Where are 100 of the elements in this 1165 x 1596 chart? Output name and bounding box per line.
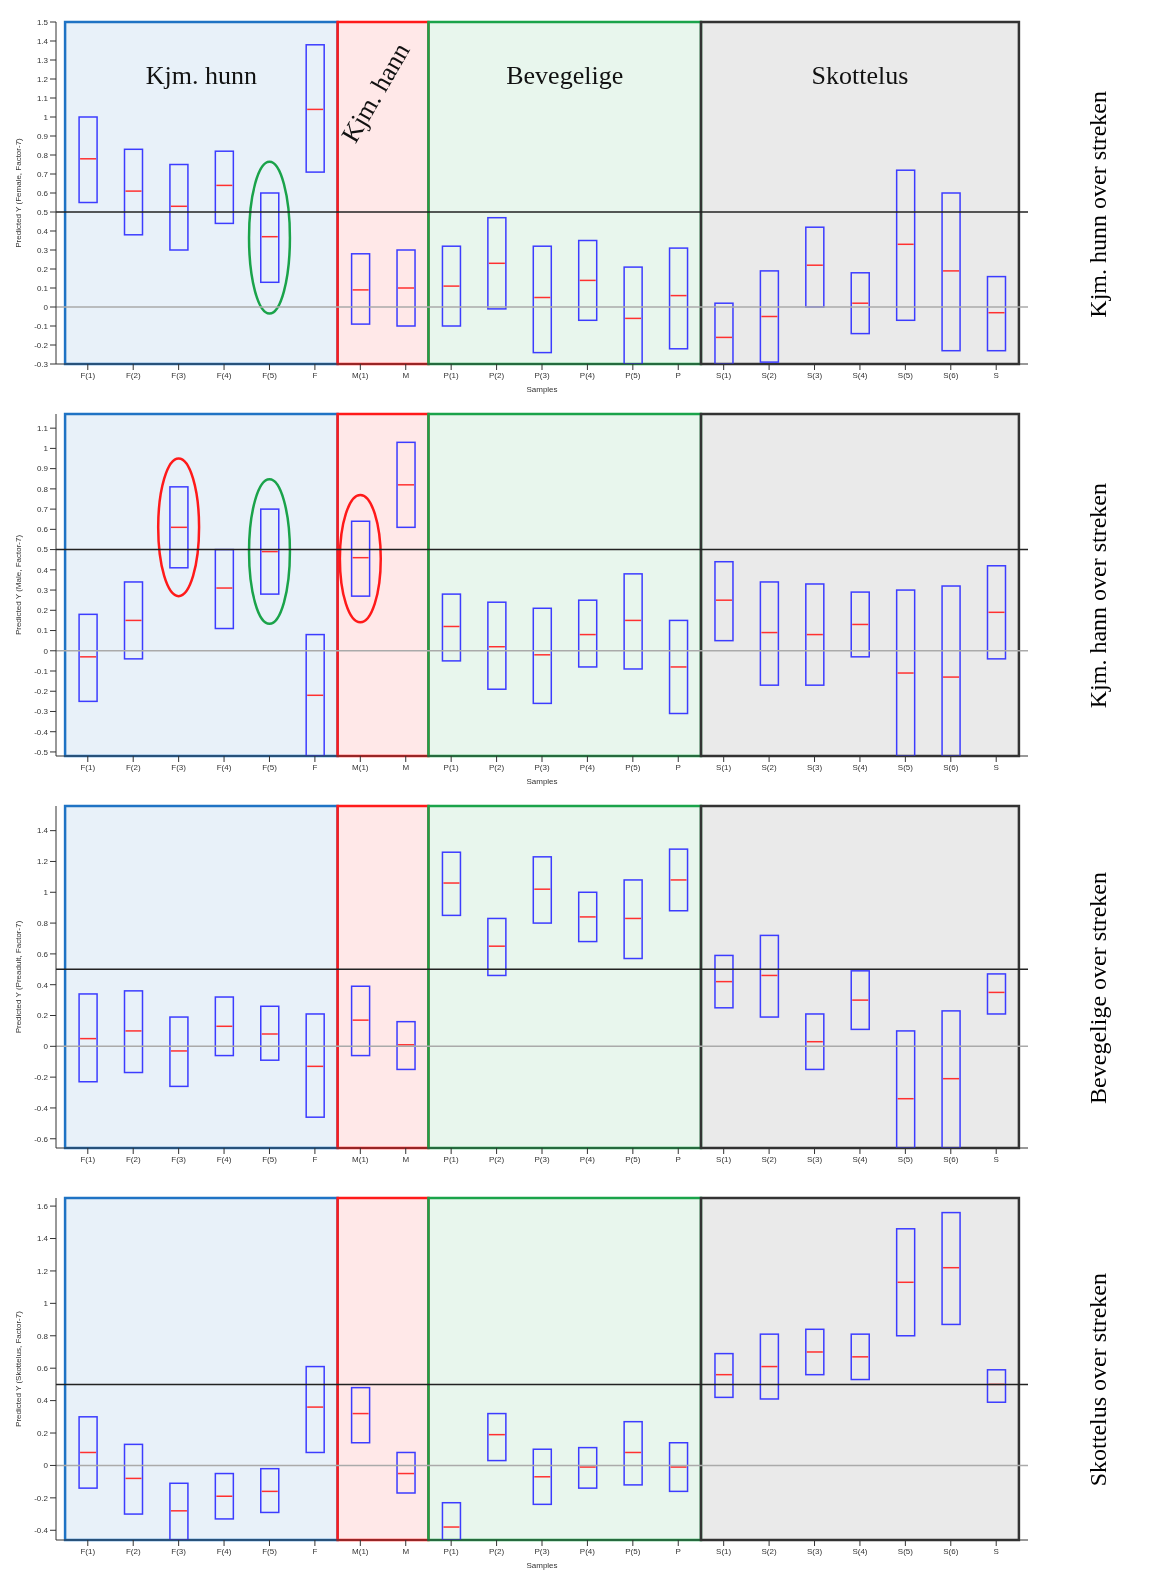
x-tick-label: P: [675, 762, 681, 772]
x-tick-label: F(5): [262, 370, 278, 380]
x-tick-label: F(2): [125, 762, 141, 772]
y-axis-title: Predicted Y (Preadult, Factor-7): [13, 920, 23, 1034]
y-tick-label: 1.3: [36, 55, 49, 65]
y-tick-label: 1: [43, 1299, 49, 1309]
x-tick-label: P(3): [534, 1546, 550, 1556]
y-tick-label: 0.1: [36, 283, 49, 293]
y-tick-label: 0.3: [36, 585, 49, 595]
x-tick-label: S(1): [716, 370, 732, 380]
x-tick-label: S: [993, 1154, 999, 1164]
x-tick-label: M: [402, 1546, 410, 1556]
x-tick-label: P(1): [443, 762, 460, 772]
y-tick-label: 1.2: [36, 857, 49, 867]
x-tick-label: S(3): [806, 370, 823, 380]
text: Kjm. hann over streken: [1084, 483, 1112, 709]
y-tick-label: 1.1: [36, 424, 49, 434]
band-label: Kjm. hunn: [145, 61, 257, 90]
y-tick-label: 1: [43, 112, 49, 122]
x-tick-label: S(3): [806, 762, 823, 772]
x-tick-label: F(3): [171, 1546, 187, 1556]
x-tick-label: S(2): [761, 762, 777, 772]
y-tick-label: -0.3: [34, 707, 49, 717]
y-tick-label: 0.3: [36, 245, 49, 255]
y-tick-label: 0.9: [36, 464, 49, 474]
x-tick-label: F: [312, 1154, 318, 1164]
x-tick-label: S(4): [852, 1154, 868, 1164]
y-tick-label: -0.3: [34, 359, 49, 369]
y-tick-label: 1: [43, 444, 49, 454]
y-tick-label: 1.4: [36, 826, 49, 836]
x-tick-label: F(1): [80, 370, 96, 380]
y-tick-label: -0.5: [34, 747, 49, 757]
y-tick-label: 0.7: [36, 504, 49, 514]
x-tick-label: S(4): [852, 762, 868, 772]
y-tick-label: 1.5: [36, 17, 49, 27]
y-axis-title: Predicted Y (Male, Factor-7): [13, 534, 23, 636]
x-tick-label: S(6): [943, 370, 959, 380]
y-tick-label: 0.1: [36, 626, 49, 636]
x-tick-label: P: [675, 370, 681, 380]
y-tick-label: -0.6: [34, 1134, 49, 1144]
x-tick-label: F(4): [216, 370, 232, 380]
x-tick-label: S(3): [806, 1154, 823, 1164]
y-tick-label: 0.6: [36, 949, 49, 959]
x-tick-label: P(3): [534, 1154, 550, 1164]
x-axis-title: Samples: [526, 1561, 558, 1570]
x-tick-label: S(6): [943, 762, 959, 772]
y-tick-label: 0: [43, 646, 49, 656]
x-tick-label: P(5): [625, 1546, 641, 1556]
x-tick-label: S(1): [716, 1154, 732, 1164]
x-tick-label: P(5): [625, 370, 641, 380]
x-tick-label: S(3): [806, 1546, 823, 1556]
x-tick-label: F(1): [80, 1154, 96, 1164]
x-tick-label: S(2): [761, 1154, 777, 1164]
band-label: Bevegelige: [506, 61, 624, 90]
x-tick-label: M(1): [352, 1154, 369, 1164]
y-tick-label: 0.9: [36, 131, 49, 141]
x-tick-label: P(5): [625, 1154, 641, 1164]
y-tick-label: 0.6: [36, 1364, 49, 1374]
y-tick-label: 0.5: [36, 207, 49, 217]
y-tick-label: 0: [43, 1042, 49, 1052]
y-tick-label: 0.8: [36, 484, 49, 494]
x-tick-label: S(5): [897, 1154, 914, 1164]
x-tick-label: F(3): [171, 762, 187, 772]
y-tick-label: 0: [43, 302, 49, 312]
y-tick-label: 0.2: [36, 606, 49, 616]
y-axis-title: Predicted Y (Skottelus, Factor-7): [13, 1310, 23, 1427]
y-tick-label: 0.4: [36, 980, 49, 990]
x-tick-label: F(3): [171, 370, 187, 380]
text: Skottelus over streken: [1084, 1273, 1112, 1487]
x-tick-label: P(3): [534, 762, 550, 772]
x-tick-label: P(1): [443, 1546, 460, 1556]
y-tick-label: 0.6: [36, 525, 49, 535]
y-tick-label: 1.4: [36, 1234, 49, 1244]
x-tick-label: S(6): [943, 1546, 959, 1556]
x-tick-label: F(5): [262, 1546, 278, 1556]
y-axis-title: Predicted Y (Female, Factor-7): [13, 137, 23, 248]
y-tick-label: -0.4: [34, 1526, 49, 1536]
y-tick-label: -0.4: [34, 727, 49, 737]
text: Kjm. hunn over streken: [1084, 90, 1112, 318]
y-tick-label: 0.8: [36, 150, 49, 160]
x-tick-label: P(2): [489, 1546, 505, 1556]
y-tick-label: 0.5: [36, 545, 49, 555]
x-tick-label: F: [312, 370, 318, 380]
y-tick-label: 0.4: [36, 1396, 49, 1406]
x-tick-label: S: [993, 1546, 999, 1556]
x-tick-label: P(4): [579, 762, 596, 772]
y-tick-label: -0.4: [34, 1103, 49, 1113]
x-tick-label: S(1): [716, 1546, 732, 1556]
y-tick-label: 0.4: [36, 226, 49, 236]
x-tick-label: P(1): [443, 370, 460, 380]
y-tick-label: -0.2: [34, 340, 49, 350]
x-tick-label: S(2): [761, 370, 777, 380]
x-tick-label: S(4): [852, 1546, 868, 1556]
x-tick-label: S: [993, 762, 999, 772]
y-tick-label: 1.2: [36, 1266, 49, 1276]
x-tick-label: M(1): [352, 370, 369, 380]
x-tick-label: F(1): [80, 1546, 96, 1556]
y-tick-label: 1: [43, 888, 49, 898]
x-tick-label: S(5): [897, 762, 914, 772]
x-axis-title: Samples: [526, 385, 558, 394]
